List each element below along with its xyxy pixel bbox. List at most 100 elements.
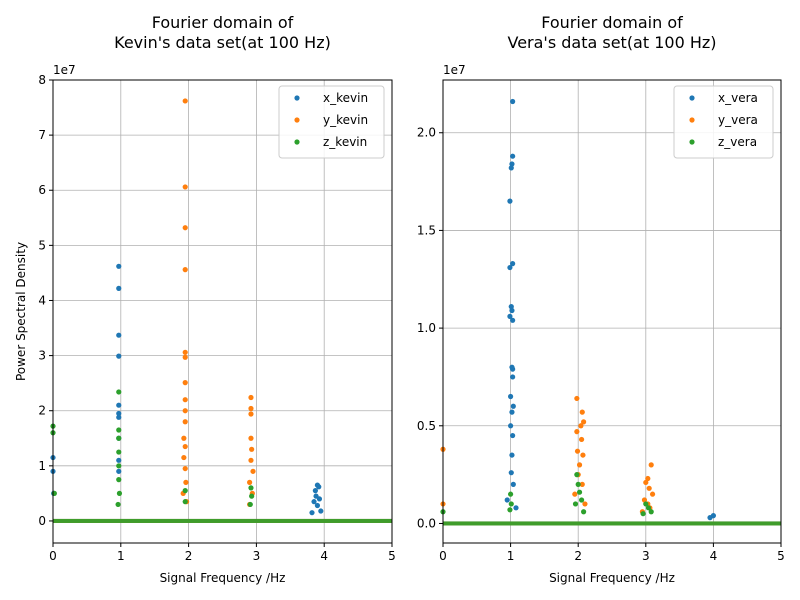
data-point (116, 410, 122, 417)
legend-label: z_vera (718, 135, 757, 149)
data-point (641, 497, 648, 503)
x-tick-label: 4 (710, 549, 718, 563)
data-point (643, 501, 649, 507)
chart-title-line: Fourier domain of (152, 13, 294, 32)
y-axis-label: Power Spectral Density (14, 242, 28, 381)
data-point (578, 436, 585, 443)
data-point (576, 462, 583, 468)
data-point (576, 489, 583, 495)
data-point (508, 491, 514, 497)
legend-label: x_vera (718, 91, 758, 105)
data-point (116, 490, 123, 496)
legend-box (673, 85, 774, 159)
data-point (318, 508, 324, 514)
data-point (115, 501, 121, 508)
data-point (182, 354, 188, 360)
data-point (508, 470, 514, 476)
data-point (312, 488, 318, 494)
data-point (247, 501, 253, 508)
data-point (574, 395, 580, 402)
chart-title-line: Vera's data set(at 100 Hz) (507, 33, 716, 52)
legend-marker (294, 117, 300, 123)
data-point (510, 153, 516, 159)
data-point (645, 475, 651, 482)
y-tick-label: 6 (38, 183, 46, 197)
data-point (580, 452, 586, 458)
data-point (509, 452, 515, 458)
data-point (510, 432, 516, 439)
legend-marker (689, 117, 695, 123)
data-point (116, 389, 122, 395)
data-point (510, 374, 516, 380)
data-point (572, 501, 579, 507)
data-point (116, 285, 122, 291)
data-point (707, 515, 713, 521)
noise-floor (443, 521, 781, 526)
data-point (648, 509, 654, 515)
chart-title-line: Fourier domain of (541, 13, 683, 32)
y-tick-label: 1.5 (417, 223, 436, 237)
legend-label: y_vera (718, 113, 758, 127)
x-tick-label: 3 (642, 549, 650, 563)
noise-floor-band (443, 521, 781, 526)
data-point (649, 491, 656, 497)
legend-marker (294, 95, 300, 101)
data-point (116, 353, 122, 359)
x-tick-label: 1 (117, 549, 125, 563)
data-point (640, 511, 646, 517)
data-point (314, 502, 321, 509)
data-point (578, 497, 585, 503)
data-point (574, 448, 581, 454)
data-point (575, 481, 581, 487)
data-point (116, 477, 122, 483)
noise-floor (53, 518, 392, 523)
y-tick-label: 1 (38, 459, 46, 473)
data-point (316, 484, 322, 490)
x-tick-label: 2 (574, 549, 582, 563)
data-point (643, 479, 649, 486)
data-point (116, 449, 122, 455)
data-point (116, 463, 122, 469)
data-point (116, 402, 122, 408)
legend-marker (689, 95, 695, 101)
y-tick-label: 0 (38, 514, 46, 528)
data-point (507, 313, 513, 319)
data-point (646, 485, 652, 491)
data-point (182, 184, 188, 190)
y-tick-label: 2.0 (417, 126, 436, 140)
data-point (510, 481, 516, 487)
data-point (508, 304, 514, 310)
data-point (504, 497, 510, 503)
y-tick-label: 8 (38, 73, 46, 87)
y-tick-label: 0.5 (417, 419, 436, 433)
y-tick-label: 4 (38, 293, 46, 307)
legend-box (278, 85, 385, 159)
data-point (507, 198, 513, 204)
data-point (181, 454, 187, 461)
y-tick-label: 1.0 (417, 321, 436, 335)
series-x_kevin (50, 263, 324, 516)
series-y_vera (440, 395, 656, 515)
data-point (311, 499, 317, 505)
x-tick-label: 0 (439, 549, 447, 563)
chart-title-line: Kevin's data set(at 100 Hz) (114, 33, 331, 52)
legend: x_kevin y_kevin z_kevin (278, 85, 385, 159)
x-tick-label: 0 (49, 549, 57, 563)
data-point (648, 462, 654, 468)
vera-chart-panel: 0 1 2 3 4 5 0.0 0.5 1.0 1.5 2.0 1e7 Fourier domain o… (417, 13, 785, 585)
data-point (182, 349, 188, 355)
data-point (116, 427, 122, 433)
legend-label: x_kevin (323, 91, 368, 105)
data-point (182, 408, 188, 414)
x-tick-label: 3 (253, 549, 261, 563)
legend: x_vera y_vera z_vera (673, 85, 774, 159)
x-axis-label: Signal Frequency /Hz (549, 571, 675, 585)
series-y_kevin (180, 98, 256, 508)
data-point (579, 409, 585, 415)
y-tick-label: 0.0 (417, 516, 436, 530)
data-point (182, 98, 188, 104)
data-point (645, 505, 652, 511)
data-point (510, 98, 516, 105)
data-point (183, 479, 189, 485)
legend-marker (689, 139, 695, 145)
